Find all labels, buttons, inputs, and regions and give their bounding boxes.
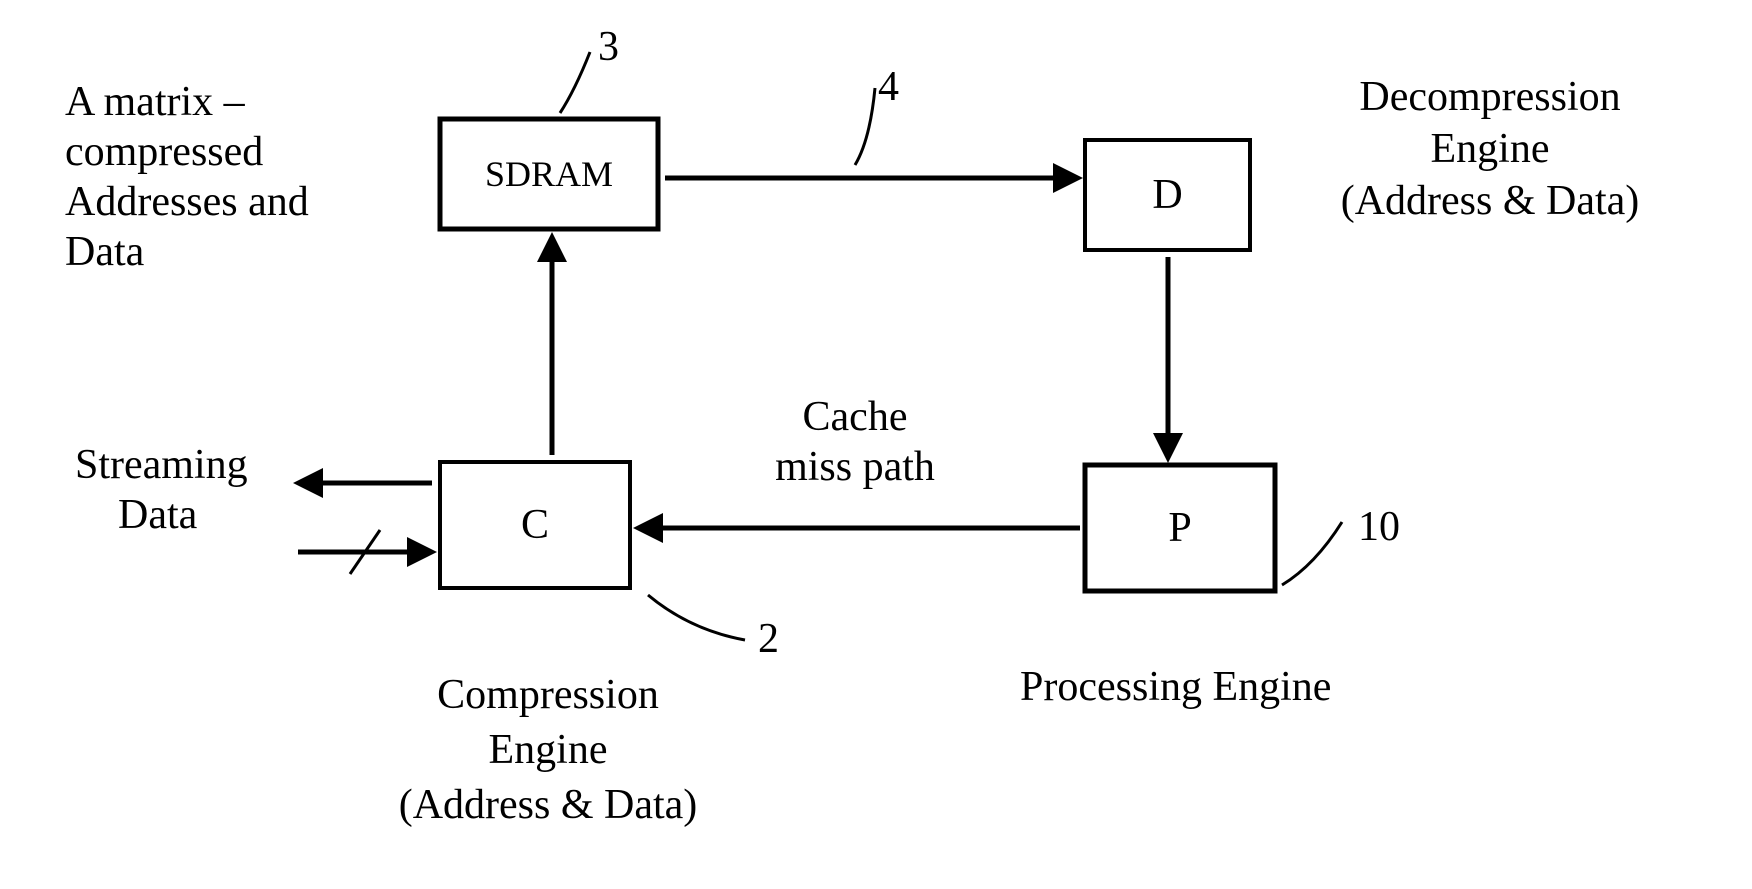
node-sdram-leader	[560, 52, 590, 113]
label-matrix-line1: compressed	[65, 129, 263, 175]
node-d-label: D	[1152, 172, 1182, 218]
node-c-label: C	[521, 502, 549, 548]
node-p-label: P	[1168, 505, 1191, 551]
label-streaming-line0: Streaming	[75, 442, 248, 488]
nodes-layer: SDRAM3D4C2P10	[440, 24, 1400, 662]
node-p-leader	[1282, 522, 1342, 585]
label-matrix-line0: A matrix –	[65, 79, 246, 125]
label-processing-line0: Processing Engine	[1020, 664, 1331, 710]
node-d-leader	[855, 88, 875, 165]
label-matrix: A matrix –compressedAddresses andData	[65, 79, 309, 275]
diagram-canvas: SDRAM3D4C2P10 A matrix –compressedAddres…	[0, 0, 1752, 889]
node-c-refnum: 2	[758, 616, 779, 662]
label-matrix-line2: Addresses and	[65, 179, 309, 225]
edge-stream_in	[298, 530, 432, 574]
label-compression-line1: Engine	[489, 727, 608, 773]
node-c-leader	[648, 595, 745, 640]
label-cache_miss: Cachemiss path	[775, 394, 935, 490]
label-decompression-line0: Decompression	[1359, 74, 1620, 120]
node-d-refnum: 4	[878, 64, 899, 110]
label-decompression: Decompression Engine (Address & Data)	[1341, 74, 1640, 224]
label-processing: Processing Engine	[1020, 664, 1331, 710]
label-cache_miss-line1: miss path	[775, 444, 935, 490]
node-sdram-label: SDRAM	[485, 154, 613, 194]
label-streaming: StreamingData	[75, 442, 248, 538]
node-sdram-refnum: 3	[598, 24, 619, 70]
label-cache_miss-line0: Cache	[803, 394, 908, 440]
labels-layer: A matrix –compressedAddresses andDataDec…	[65, 74, 1639, 828]
edges-layer	[298, 178, 1168, 574]
node-p-refnum: 10	[1358, 504, 1400, 550]
node-d: D4	[855, 64, 1250, 250]
label-streaming-line1: Data	[118, 492, 198, 538]
label-compression-line0: Compression	[437, 672, 659, 718]
node-p: P 10	[1085, 465, 1400, 591]
label-decompression-line2: (Address & Data)	[1341, 178, 1640, 224]
label-compression: Compression Engine (Address & Data)	[399, 672, 698, 828]
label-matrix-line3: Data	[65, 229, 145, 275]
label-decompression-line1: Engine	[1431, 126, 1550, 172]
label-compression-line2: (Address & Data)	[399, 782, 698, 828]
node-sdram: SDRAM 3	[440, 24, 658, 229]
node-c: C2	[440, 462, 779, 662]
